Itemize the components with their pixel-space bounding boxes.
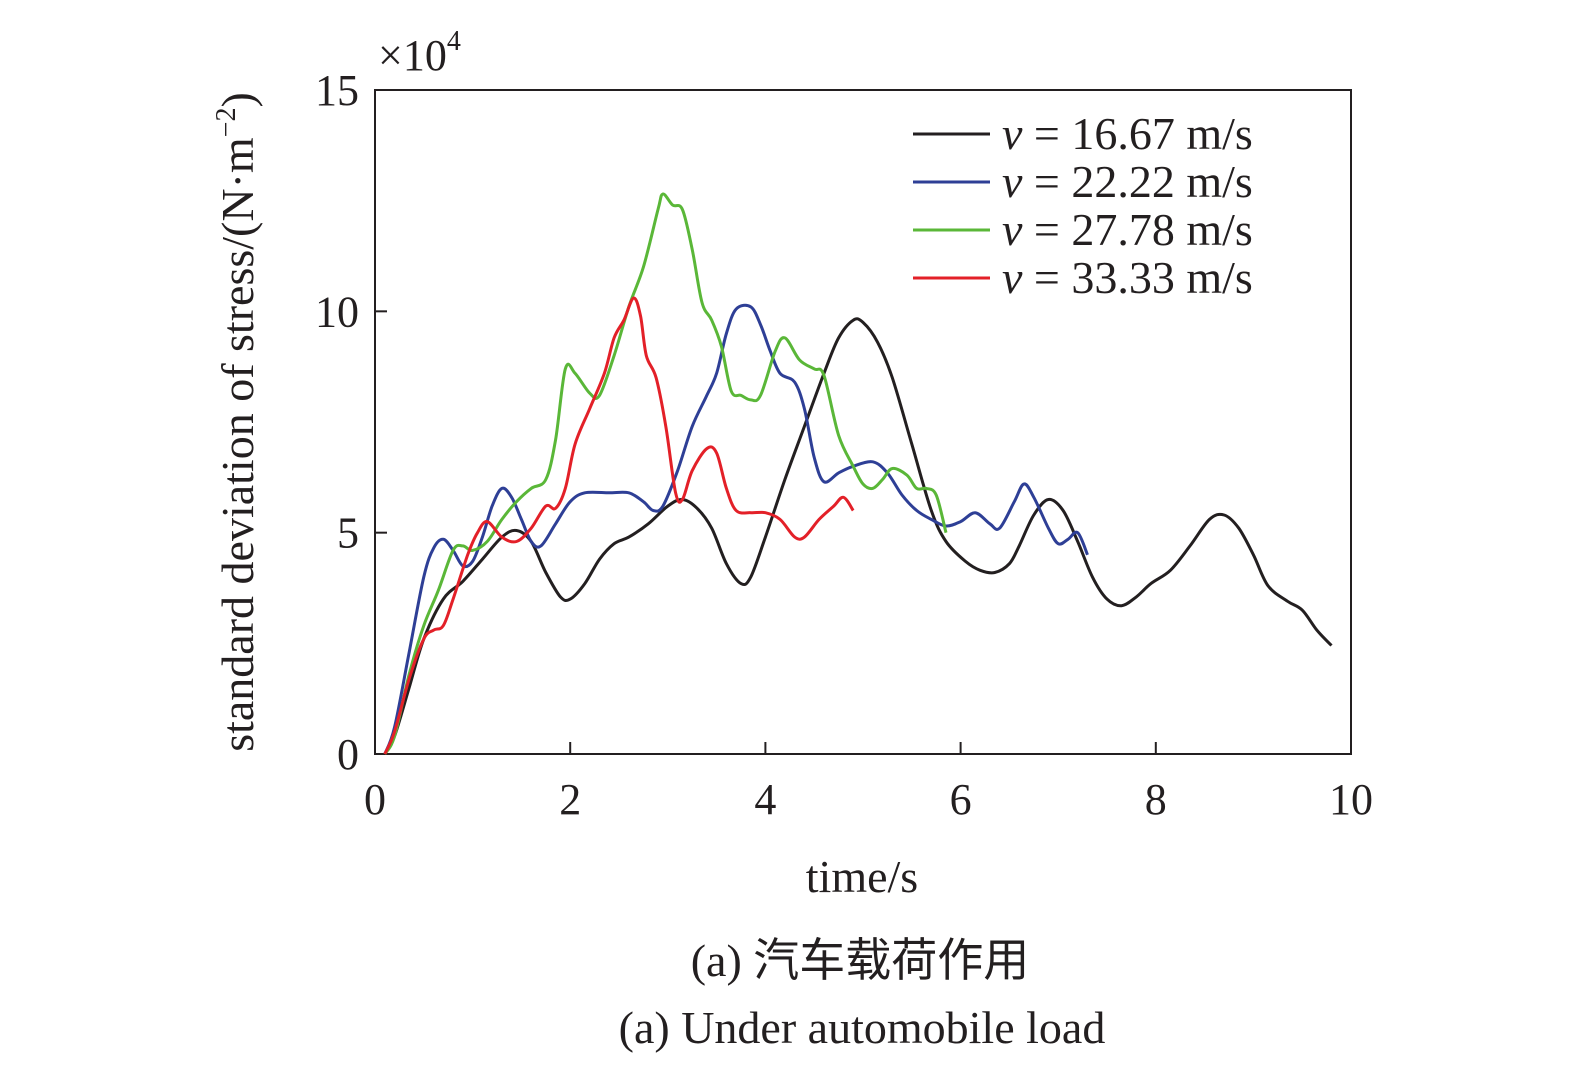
series-line-v-27-78 (383, 192, 948, 755)
y-tick-label: 0 (337, 730, 359, 779)
series-layer (383, 192, 1333, 755)
y-multiplier-base: ×10 (378, 31, 447, 80)
x-tick-label: 6 (950, 775, 972, 824)
y-axis-label-tail: ) (212, 92, 263, 107)
y-tick-label: 5 (337, 509, 359, 558)
legend-label-v-16-67: v = 16.67 m/s (1002, 108, 1253, 159)
legend-label-v-27-78: v = 27.78 m/s (1002, 204, 1253, 255)
y-axis-label: standard deviation of stress/(N·m−2) (211, 92, 263, 752)
series-line-v-33-33 (383, 296, 855, 755)
x-tick-label: 2 (559, 775, 581, 824)
x-axis-label: time/s (806, 851, 918, 902)
x-tick-label: 4 (754, 775, 776, 824)
caption-chinese: (a) 汽车载荷作用 (691, 935, 1030, 986)
plot-frame (374, 89, 1352, 755)
y-tick-label: 15 (315, 66, 359, 115)
x-tick-label: 8 (1145, 775, 1167, 824)
y-axis-multiplier: ×104 (378, 26, 461, 80)
y-multiplier-exponent: 4 (447, 26, 461, 57)
x-tick-label: 10 (1329, 775, 1373, 824)
axis-ticks: 0 2 4 6 8 10 0 5 10 15 (315, 66, 1373, 824)
x-tick-label: 0 (364, 775, 386, 824)
series-line-v-22-22 (383, 303, 1089, 755)
legend-label-v-33-33: v = 33.33 m/s (1002, 252, 1253, 303)
y-axis-label-main: standard deviation of stress/(N·m (212, 137, 263, 752)
caption-english: (a) Under automobile load (619, 1002, 1106, 1053)
y-tick-label: 10 (315, 287, 359, 336)
legend-label-v-22-22: v = 22.22 m/s (1002, 156, 1253, 207)
y-axis-label-exponent: −2 (211, 108, 242, 138)
legend: v = 16.67 m/sv = 22.22 m/sv = 27.78 m/sv… (913, 108, 1253, 303)
series-line-v-16-67 (383, 317, 1333, 755)
